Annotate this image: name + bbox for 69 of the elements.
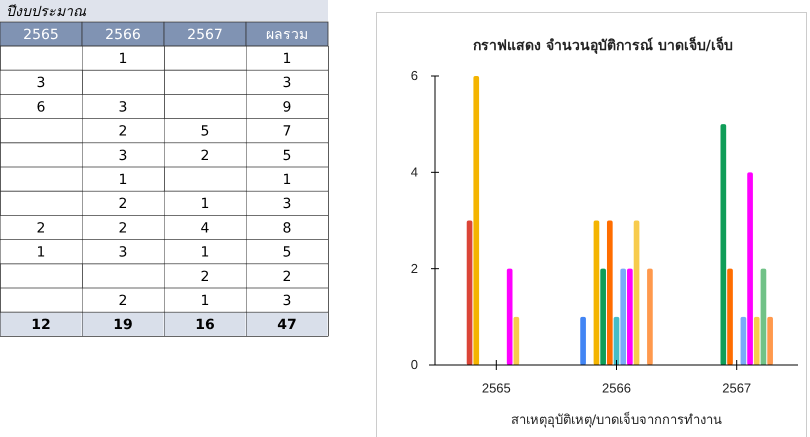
y-tick-label: 6 xyxy=(410,68,418,84)
bar xyxy=(473,76,480,365)
data-label: 1 xyxy=(200,196,210,212)
data-label: 1 xyxy=(36,244,46,261)
data-label: 2 xyxy=(118,196,128,212)
data-label: 16 xyxy=(195,317,215,334)
bar xyxy=(760,268,766,365)
data-label: 1 xyxy=(118,51,128,67)
bar xyxy=(747,172,753,365)
bar xyxy=(600,268,606,365)
data-label: 3 xyxy=(282,293,292,309)
bar xyxy=(727,268,733,365)
data-label: 3 xyxy=(118,148,128,164)
data-label: 5 xyxy=(200,124,210,140)
data-label: 2 xyxy=(118,293,128,309)
y-tick-label: 4 xyxy=(410,164,418,180)
data-label: 2 xyxy=(118,220,128,236)
category-label: 2565 xyxy=(23,27,59,43)
bar xyxy=(594,220,600,365)
x-tick-label: 2566 xyxy=(602,380,631,396)
bar xyxy=(767,316,773,365)
data-label: 1 xyxy=(282,51,292,67)
data-label: 1 xyxy=(118,172,128,188)
data-label: 3 xyxy=(118,244,128,261)
data-label: 5 xyxy=(282,244,292,261)
data-label: 3 xyxy=(36,75,46,92)
bar xyxy=(580,316,586,365)
bar xyxy=(506,268,513,365)
data-label: 2 xyxy=(36,220,46,236)
data-label: 2 xyxy=(118,124,128,140)
bar xyxy=(614,316,620,365)
data-label: 1 xyxy=(200,293,210,309)
category-label: 2566 xyxy=(105,27,141,43)
category-label: 2567 xyxy=(187,27,223,43)
data-label: 2 xyxy=(200,268,210,285)
bar xyxy=(740,316,746,365)
data-label: 7 xyxy=(282,124,292,140)
bar xyxy=(514,316,520,365)
bar xyxy=(634,220,640,365)
data-label: 1 xyxy=(282,172,292,188)
bar xyxy=(627,268,633,365)
x-tick-label: 2567 xyxy=(722,380,752,396)
data-label: 3 xyxy=(118,99,128,116)
data-label: 2 xyxy=(200,148,210,164)
bar xyxy=(606,220,613,365)
data-label: 47 xyxy=(277,317,297,334)
y-tick-label: 2 xyxy=(410,260,418,276)
data-label: 3 xyxy=(282,196,292,212)
data-label: 12 xyxy=(31,317,51,334)
y-tick-label: 0 xyxy=(410,357,418,372)
data-label: 1 xyxy=(200,244,210,261)
data-label: 5 xyxy=(282,148,292,164)
bar xyxy=(466,220,472,365)
chart-title: กราฟแสดง จำนวนอุบัติการณ์ บาดเจ็บ/เจ็บ xyxy=(473,36,733,54)
bar xyxy=(620,268,626,365)
text: ปีงบประมาณ xyxy=(6,4,87,20)
data-label: 3 xyxy=(282,75,292,92)
data-label: 8 xyxy=(282,220,292,236)
x-axis-title: สาเหตุอุบัติเหตุ/บาดเจ็บจากการทำงาน xyxy=(510,410,722,428)
category-label: ผลรวม xyxy=(266,27,308,43)
bar xyxy=(754,316,760,365)
data-label: 6 xyxy=(36,99,46,116)
bar xyxy=(720,124,726,365)
data-label: 19 xyxy=(113,317,133,334)
data-label: 2 xyxy=(282,268,292,285)
data-label: 4 xyxy=(200,220,210,236)
bar xyxy=(647,268,653,365)
x-tick-label: 2565 xyxy=(482,380,511,396)
data-label: 9 xyxy=(282,99,292,116)
